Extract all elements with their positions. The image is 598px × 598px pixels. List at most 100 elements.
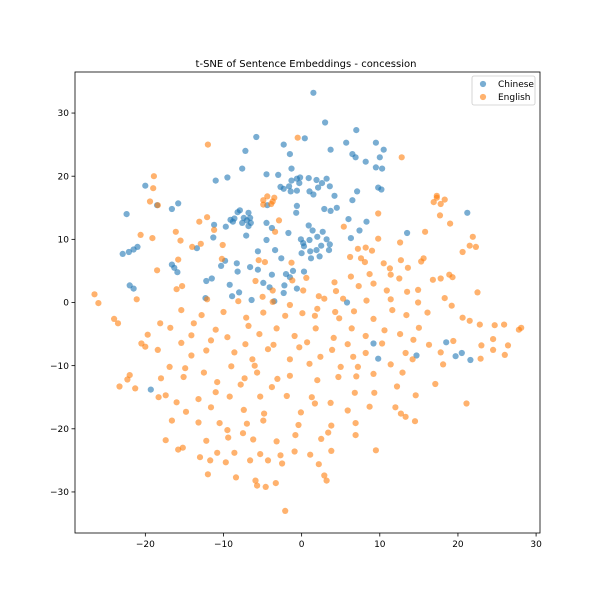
data-point-chinese: [325, 247, 333, 254]
data-point-english: [441, 196, 448, 203]
data-point-english: [270, 341, 277, 348]
data-point-english: [261, 410, 268, 417]
data-point-english: [415, 324, 422, 331]
data-point-english: [180, 373, 187, 381]
data-point-english: [204, 471, 211, 478]
data-point-english: [132, 385, 139, 392]
data-point-english: [387, 361, 394, 368]
data-point-english: [314, 377, 321, 384]
data-point-english: [347, 273, 354, 280]
data-point-chinese: [372, 164, 379, 171]
data-point-english: [325, 429, 332, 436]
data-point-chinese: [236, 207, 243, 214]
data-point-english: [328, 422, 335, 429]
data-point-english: [474, 289, 481, 296]
data-point-chinese: [321, 205, 328, 213]
data-point-english: [220, 308, 227, 316]
data-point-english: [412, 392, 419, 399]
data-point-english: [250, 436, 257, 443]
data-point-english: [254, 482, 261, 489]
data-point-english: [397, 239, 404, 246]
data-point-english: [166, 363, 173, 370]
data-point-english: [383, 287, 390, 294]
data-point-english: [300, 287, 307, 294]
data-point-english: [402, 413, 409, 420]
data-point-english: [398, 154, 405, 161]
data-point-chinese: [458, 349, 465, 357]
data-point-english: [350, 353, 357, 360]
data-point-english: [354, 245, 361, 252]
data-point-english: [437, 349, 444, 356]
data-point-english: [362, 332, 369, 340]
data-point-chinese: [298, 250, 305, 257]
data-point-english: [126, 372, 133, 379]
data-point-chinese: [280, 289, 287, 297]
data-point-chinese: [233, 260, 240, 267]
data-point-english: [207, 404, 215, 411]
data-point-english: [279, 460, 286, 467]
data-point-english: [172, 228, 179, 235]
data-point-chinese: [314, 233, 321, 240]
data-point-chinese: [363, 218, 370, 225]
data-point-english: [362, 244, 369, 251]
data-point-english: [178, 339, 185, 346]
data-point-chinese: [305, 175, 312, 182]
data-point-english: [304, 339, 311, 346]
data-point-english: [133, 296, 140, 303]
data-point-english: [490, 336, 497, 343]
data-point-chinese: [222, 223, 229, 230]
data-point-chinese: [333, 204, 340, 211]
data-point-chinese: [443, 339, 450, 346]
data-point-english: [182, 365, 189, 372]
data-point-english: [472, 243, 479, 250]
data-point-english: [196, 218, 203, 225]
data-point-english: [259, 293, 266, 300]
legend-marker-chinese: [479, 80, 487, 88]
data-point-english: [257, 451, 264, 458]
data-point-chinese: [305, 222, 312, 229]
data-point-chinese: [404, 229, 411, 237]
data-point-english: [402, 349, 409, 357]
data-point-english: [308, 394, 315, 401]
data-point-english: [336, 315, 343, 322]
data-point-english: [399, 369, 406, 376]
data-point-english: [260, 201, 267, 208]
data-point-english: [235, 298, 242, 305]
data-point-english: [198, 312, 205, 319]
data-point-chinese: [343, 299, 351, 306]
data-point-english: [375, 235, 382, 242]
y-tick-label: −30: [50, 488, 69, 498]
y-tick-label: 0: [63, 299, 69, 309]
data-point-english: [157, 320, 164, 327]
data-point-english: [296, 344, 303, 351]
data-point-chinese: [362, 158, 369, 165]
data-point-english: [154, 346, 161, 353]
data-point-english: [501, 321, 508, 328]
data-point-chinese: [307, 248, 314, 255]
data-point-english: [269, 298, 276, 305]
y-tick-label: −20: [50, 425, 69, 435]
data-point-chinese: [289, 267, 297, 274]
data-point-chinese: [126, 282, 133, 289]
data-point-english: [264, 457, 272, 464]
x-tick-label: 20: [452, 540, 464, 550]
data-point-chinese: [467, 356, 474, 364]
data-point-english: [173, 286, 180, 293]
data-point-english: [504, 342, 512, 349]
data-point-english: [272, 228, 279, 235]
data-point-english: [225, 434, 232, 441]
data-point-english: [203, 347, 210, 354]
data-point-english: [357, 255, 365, 262]
data-point-chinese: [218, 262, 225, 269]
data-point-english: [299, 310, 306, 317]
data-point-english: [375, 210, 382, 217]
data-point-chinese: [248, 296, 255, 304]
data-point-english: [256, 331, 263, 338]
data-point-english: [315, 293, 322, 300]
data-point-english: [286, 372, 293, 379]
data-point-english: [330, 334, 337, 341]
data-point-chinese: [286, 151, 293, 158]
data-point-chinese: [452, 353, 459, 360]
data-point-english: [188, 332, 195, 339]
data-point-chinese: [119, 250, 126, 257]
